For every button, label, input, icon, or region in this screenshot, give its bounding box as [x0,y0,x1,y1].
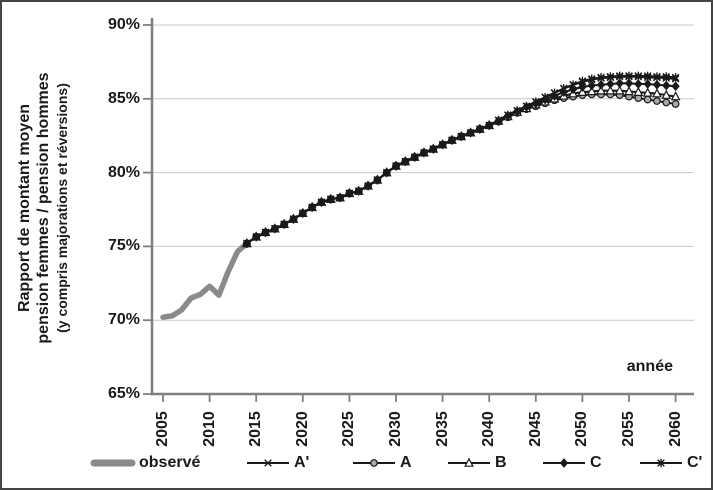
triangle-marker [661,89,672,99]
legend-marker-c-prime-icon [640,458,682,468]
series-a [242,90,680,248]
triangle-marker [633,86,644,96]
x-tick-label: 2005 [154,411,171,447]
diamond-marker [652,79,662,90]
series-b [241,85,681,248]
legend-label: C [590,454,602,471]
circle-marker [643,95,652,104]
triangle-marker [614,85,625,95]
x-tick-label: 2055 [620,411,637,447]
y-axis-title-line1: Rapport de montant moyen [16,104,33,313]
legend-label: A [400,454,412,471]
series-c-prime-line [245,74,677,245]
y-tick-label: 85% [107,89,140,107]
legend-marker-a-icon [353,459,395,467]
x-marker [264,459,272,467]
axis-tick-marks [143,24,677,402]
diamond-marker [662,80,671,91]
x-axis-label: année [626,358,673,375]
y-tick-label: 65% [107,385,140,402]
triangle-marker [652,88,662,98]
y-tick-label: 90% [107,16,140,33]
diamond-marker [559,458,569,468]
series-a-prime [243,72,680,248]
legend-label: B [495,454,507,471]
legend-item-c: C [541,453,602,473]
diamond-marker [578,82,587,92]
series-observe [160,240,250,320]
legend-label: observé [139,454,201,471]
y-tick-label: 75% [107,237,140,255]
triangle-marker [586,85,597,96]
circle-marker [662,98,671,107]
diamond-marker [671,81,680,92]
triangle-marker [464,457,474,467]
triangle-marker [624,85,634,96]
series-observe-line [160,240,250,320]
x-tick-label: 2030 [387,411,404,447]
x-tick-label: 2025 [340,411,358,447]
series-a-line [245,93,677,245]
diamond-marker [624,78,634,89]
circle-marker [370,459,378,467]
y-tick-label: 70% [107,311,140,329]
legend-marker-b-icon [448,457,490,467]
triangle-marker [596,85,606,95]
y-axis-title-line2: pension femmes / pension hommes [35,72,52,344]
legend-label: C' [687,454,703,471]
series-a-prime-line [245,75,677,245]
x-tick-label: 2035 [433,411,451,447]
x-tick-label: 2015 [247,411,265,447]
triangle-marker [670,91,681,101]
y-tick-label: 80% [107,163,140,181]
legend-marker-a-prime-icon [247,459,289,467]
diamond-marker [634,79,643,89]
legend-item-observe: observé [90,453,200,473]
diamond-marker [606,79,615,89]
x-tick-label: 2050 [573,411,591,447]
x-tick-label: 2040 [480,411,498,447]
y-axis-title-line3: (y compris majorations et réversions) [54,83,70,333]
circle-marker [671,100,680,108]
legend-marker-observe-icon [90,459,136,467]
triangle-marker [605,85,616,95]
x-tick-label: 2010 [200,411,218,447]
legend-item-b: B [446,453,507,473]
series-c-prime [243,71,680,248]
x-tick-label: 2045 [526,411,544,447]
triangle-marker [642,87,653,97]
diamond-marker [596,79,606,90]
x-tick-label: 2060 [666,411,684,447]
legend-label: A' [294,454,310,471]
legend-marker-c-icon [543,458,585,468]
legend-item-c-prime: C' [638,453,702,473]
series-c [242,78,680,249]
legend-item-a-prime: A' [245,453,309,473]
x-tick-label: 2020 [293,411,311,447]
series-b-line [245,89,677,245]
diamond-marker [587,80,596,91]
diamond-marker [615,78,624,89]
series-c-line [245,82,677,245]
diamond-marker [643,79,652,89]
legend-item-a: A [351,453,412,473]
y-axis-title: Rapport de montant moyen pension femmes … [15,17,73,399]
circle-marker [653,97,661,105]
